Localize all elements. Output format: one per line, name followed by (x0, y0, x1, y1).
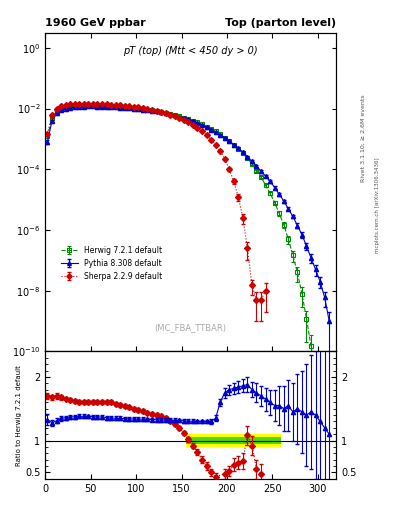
Text: mcplots.cern.ch [arXiv:1306.3436]: mcplots.cern.ch [arXiv:1306.3436] (375, 157, 380, 252)
Text: (MC_FBA_TTBAR): (MC_FBA_TTBAR) (154, 324, 227, 332)
Text: Top (parton level): Top (parton level) (225, 18, 336, 28)
Text: pT (top) (Mtt < 450 dy > 0): pT (top) (Mtt < 450 dy > 0) (123, 46, 258, 56)
Y-axis label: Ratio to Herwig 7.2.1 default: Ratio to Herwig 7.2.1 default (16, 365, 22, 465)
Text: Rivet 3.1.10; ≥ 2.6M events: Rivet 3.1.10; ≥ 2.6M events (361, 94, 366, 182)
Text: 1960 GeV ppbar: 1960 GeV ppbar (45, 18, 146, 28)
Legend: Herwig 7.2.1 default, Pythia 8.308 default, Sherpa 2.2.9 default: Herwig 7.2.1 default, Pythia 8.308 defau… (58, 243, 165, 284)
